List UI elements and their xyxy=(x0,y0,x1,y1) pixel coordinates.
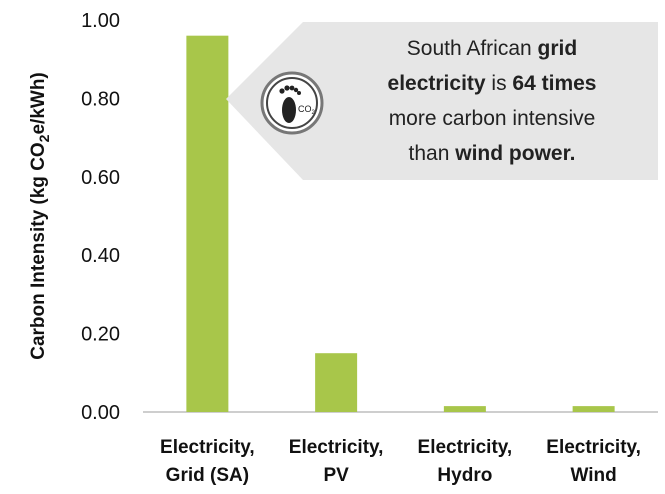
y-tick-label: 0.40 xyxy=(81,245,120,267)
bar xyxy=(443,406,486,412)
callout-line: South African grid xyxy=(407,37,577,60)
x-category-label: Electricity, PV xyxy=(289,437,384,486)
x-category-label: Electricity, Wind xyxy=(546,437,641,486)
callout-line: than wind power. xyxy=(409,142,576,165)
x-category-label: Electricity, Hydro xyxy=(418,437,513,486)
y-tick-label: 0.60 xyxy=(81,167,120,189)
callout-line: more carbon intensive xyxy=(389,107,596,130)
x-axis-categories: Electricity, Grid (SA) Electricity, PV Elect… xyxy=(160,437,641,486)
y-axis-label: Carbon Intensity (kg CO2e/kWh) xyxy=(28,72,52,360)
annotation-callout: CO2 South African grid electricity is 64 … xyxy=(226,22,658,180)
x-category-label: Electricity, Grid (SA) xyxy=(160,437,255,486)
callout-line: electricity is 64 times xyxy=(388,72,597,95)
y-tick-label: 0.20 xyxy=(81,324,120,346)
bar xyxy=(315,353,358,412)
y-tick-label: 1.00 xyxy=(81,10,120,32)
co2-icon-label: CO2 xyxy=(298,104,316,116)
y-axis-label-main: Carbon Intensity (kg CO xyxy=(28,142,49,359)
y-axis-ticks: 0.00 0.20 0.40 0.60 0.80 1.00 xyxy=(81,10,120,424)
bar-series xyxy=(186,35,615,413)
bar xyxy=(186,35,229,413)
y-tick-label: 0.80 xyxy=(81,88,120,110)
y-axis-label-tail: e/kWh) xyxy=(28,72,49,134)
callout-text: South African grid electricity is 64 time… xyxy=(388,37,597,165)
y-axis-label-subscript: 2 xyxy=(36,134,52,142)
footprint-co2-icon: CO2 xyxy=(260,71,324,135)
y-tick-label: 0.00 xyxy=(81,402,120,424)
callout-arrow-box xyxy=(226,22,658,180)
bar xyxy=(572,406,615,412)
